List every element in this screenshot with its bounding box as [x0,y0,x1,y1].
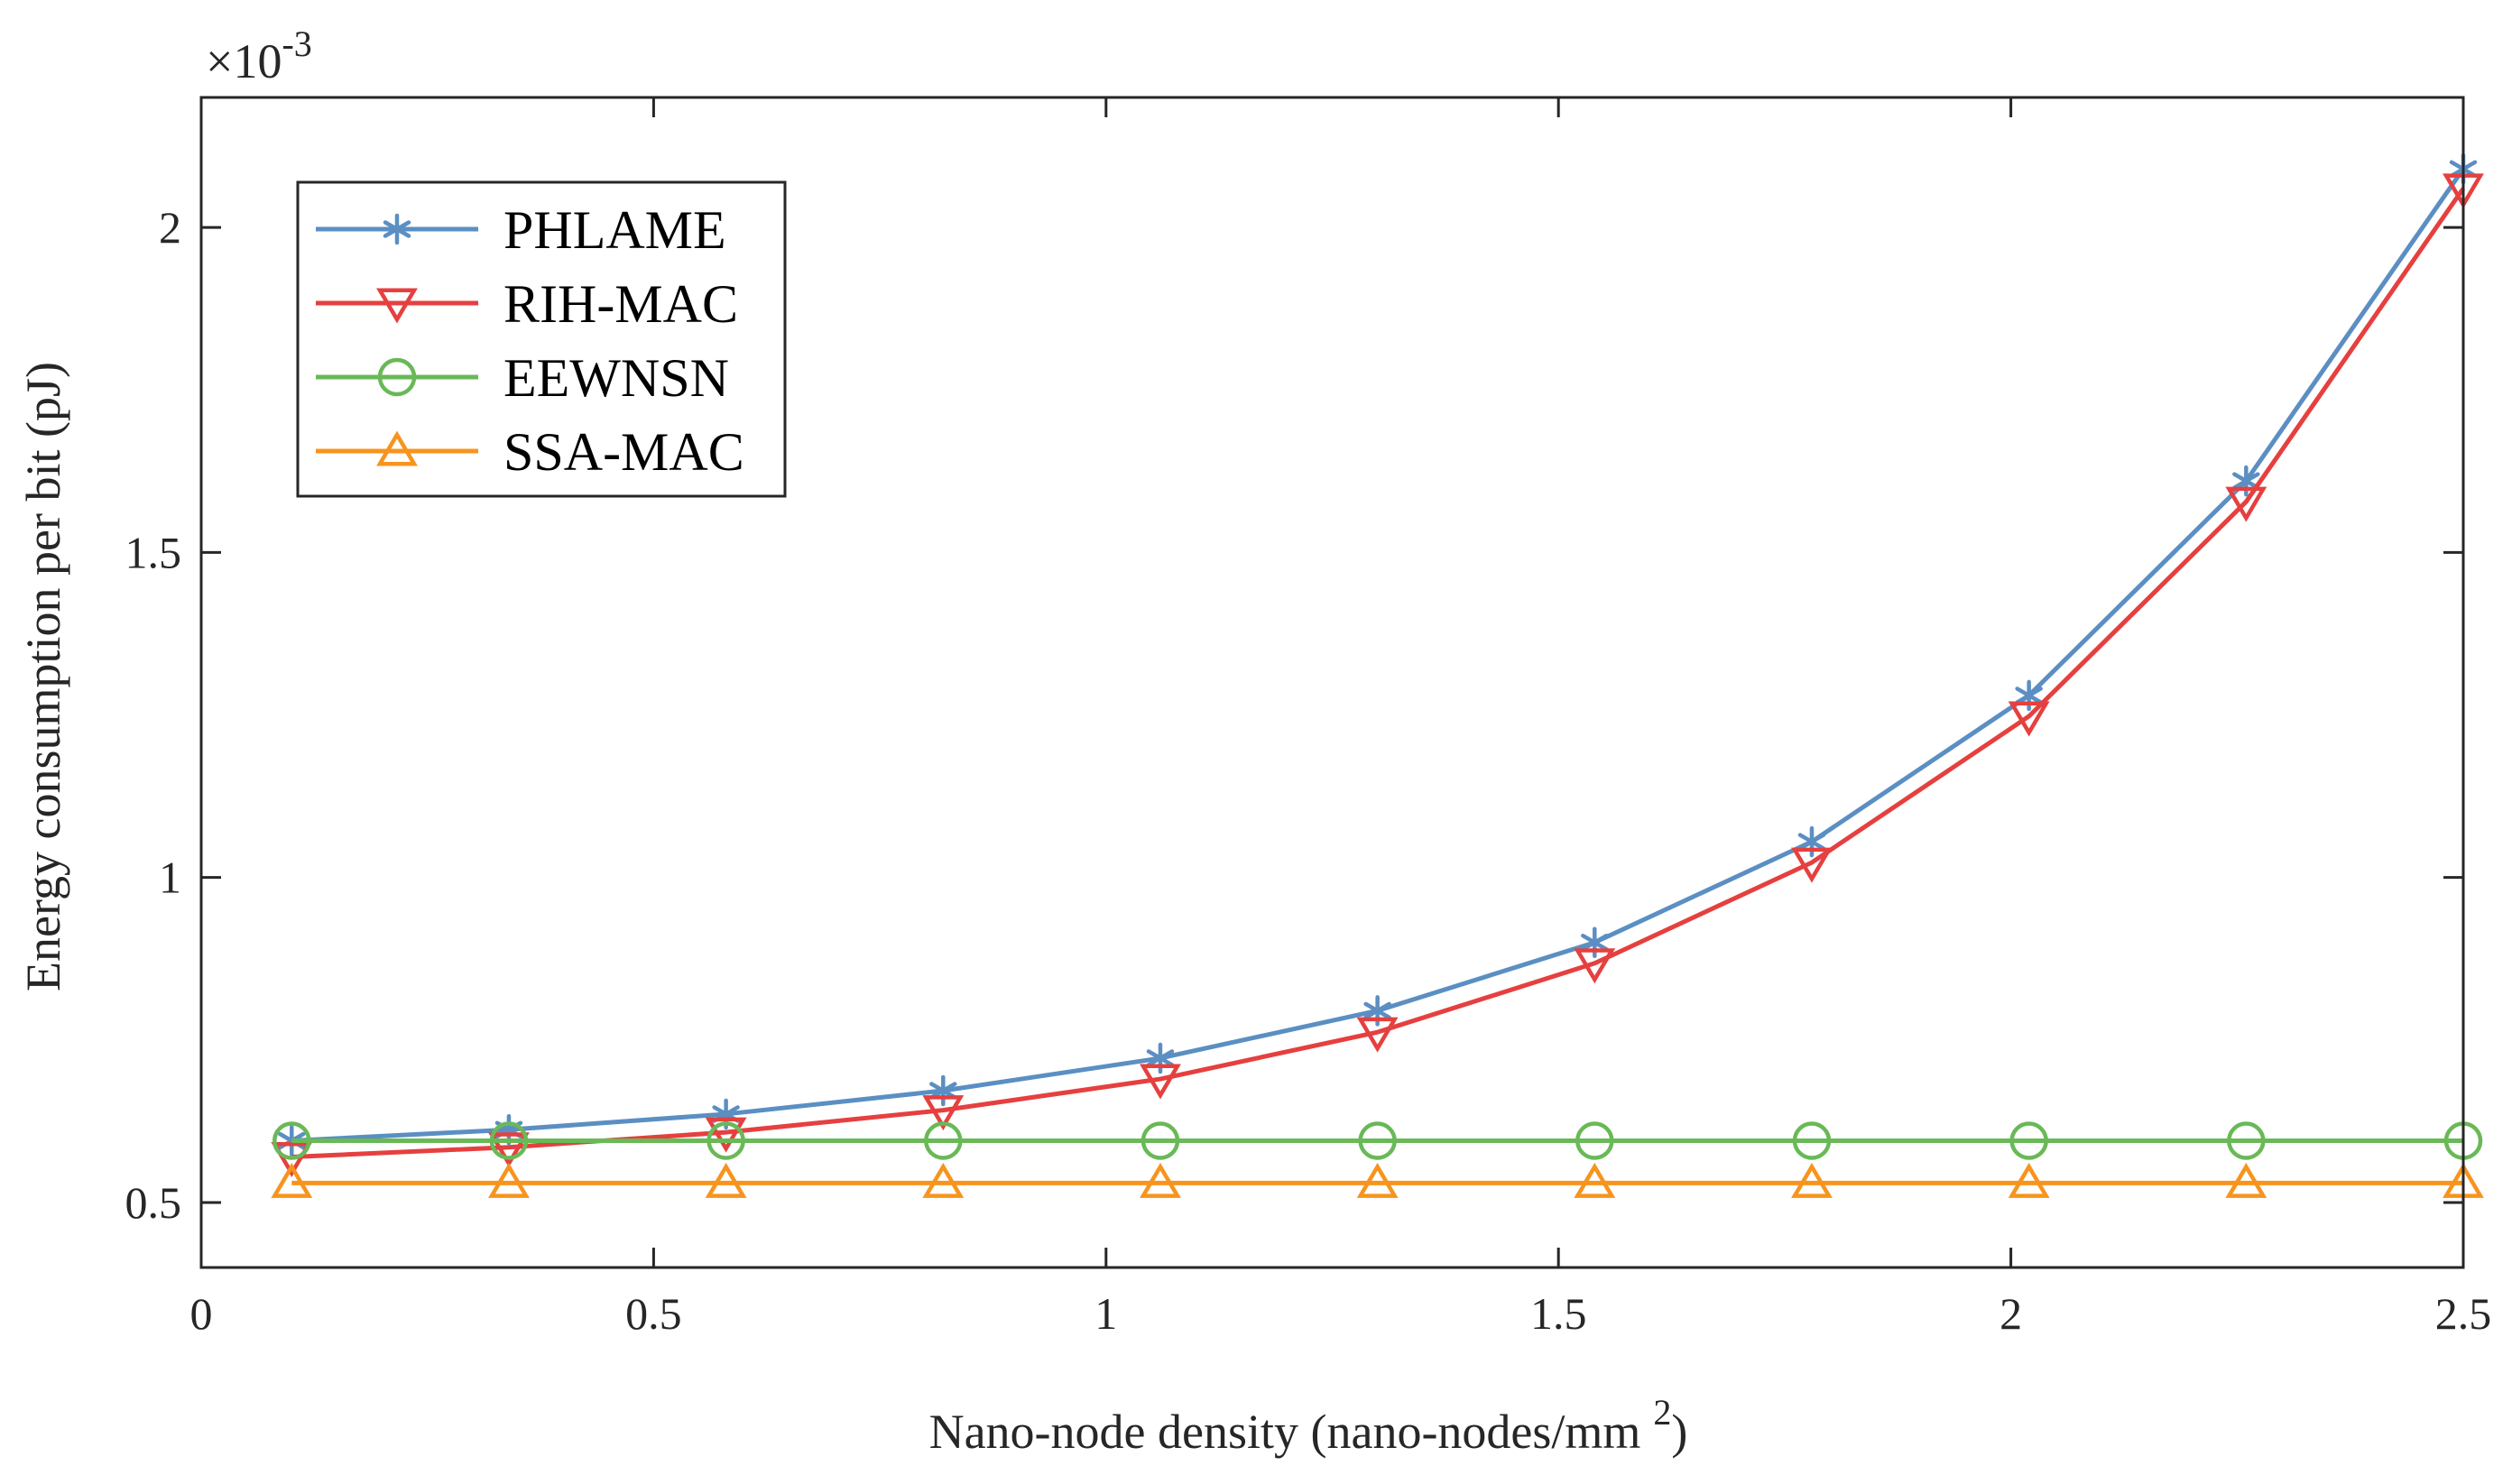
legend-entry-eewnsn: EEWNSN [316,348,729,408]
legend-marker [376,430,418,466]
legend-label: PHLAME [503,200,726,260]
data-point-eewnsn [2227,1121,2266,1160]
data-point-ssa-mac [271,1162,313,1198]
data-point-rih-mac [271,1142,313,1177]
legend-label: RIH-MAC [503,274,738,334]
data-point-eewnsn [489,1121,529,1160]
legend-entry-ssa-mac: SSA-MAC [316,422,744,482]
x-tick-label: 1.5 [1530,1288,1587,1339]
data-point-eewnsn [2009,1121,2048,1160]
x-tick-label: 1 [1094,1288,1117,1339]
y-tick-label: 1 [159,853,181,903]
data-point-rih-mac [2225,486,2267,522]
axes [199,96,2465,1269]
y-axis-exponent: ×10-3 [206,23,312,88]
legend-marker [376,288,418,324]
y-tick-label: 0.5 [125,1177,182,1228]
y-tick-label: 1.5 [125,527,182,577]
data-point-phlame [929,1074,957,1107]
data-point-ssa-mac [922,1162,965,1198]
data-point-eewnsn [1358,1121,1397,1160]
y-tick-label: 2 [159,202,181,253]
asterisk-stroke [2015,687,2043,705]
data-point-eewnsn [706,1121,745,1160]
legend-box [296,180,787,498]
data-point-rih-mac [1140,1064,1181,1100]
data-point-eewnsn [1792,1121,1832,1160]
x-tick-label: 0 [190,1288,213,1339]
x-tick-label: 2 [1999,1288,2022,1339]
asterisk-stroke [2232,472,2260,490]
legend-label: SSA-MAC [503,422,744,482]
data-point-ssa-mac [2008,1162,2050,1198]
asterisk-stroke [383,220,411,238]
x-tick-label: 2.5 [2435,1288,2492,1339]
legend-marker [377,357,417,397]
data-point-rih-mac [1574,948,1616,984]
data-point-rih-mac [922,1095,965,1131]
asterisk-stroke [1581,933,1609,952]
y-axis-label: Energy consumption per bit (pJ) [16,362,70,991]
legend-entry-rih-mac: RIH-MAC [316,274,738,334]
data-point-ssa-mac [1140,1162,1181,1198]
data-point-rih-mac [705,1117,747,1153]
legend-label: EEWNSN [503,348,729,408]
legend-entry-phlame: PHLAME [316,200,726,260]
data-point-ssa-mac [1356,1162,1399,1198]
data-point-ssa-mac [705,1162,747,1198]
data-point-eewnsn [1141,1121,1180,1160]
data-point-rih-mac [1791,847,1833,883]
tick-labels: 0 0.5 1 1.5 2 2.5 0.5 1 1.5 2 [125,202,2492,1339]
asterisk-stroke [1363,1001,1391,1020]
series-line-rih-mac [291,187,2466,1160]
data-point-ssa-mac [1791,1162,1833,1198]
data-point-ssa-mac [1574,1162,1616,1198]
x-tick-label: 0.5 [625,1288,682,1339]
data-point-rih-mac [2008,701,2050,737]
series-layer [271,153,2484,1198]
data-point-eewnsn [1575,1121,1614,1160]
data-point-rih-mac [488,1132,530,1168]
asterisk-stroke [1146,1049,1175,1067]
asterisk-stroke [929,1082,957,1100]
series-rih-mac [271,173,2484,1177]
legend: PHLAME RIH-MAC EEWNSN SSA-MAC [296,180,787,498]
asterisk-stroke [1797,833,1826,851]
data-point-eewnsn [272,1121,311,1160]
data-point-rih-mac [1356,1017,1399,1053]
x-axis-label: Nano-node density (nano-nodes/mm 2) [929,1392,1688,1459]
series-ssa-mac [271,1162,2484,1198]
data-point-eewnsn [924,1121,963,1160]
legend-marker [383,213,411,245]
data-point-ssa-mac [2225,1162,2267,1198]
data-point-ssa-mac [488,1162,530,1198]
axes-box [199,96,2465,1269]
